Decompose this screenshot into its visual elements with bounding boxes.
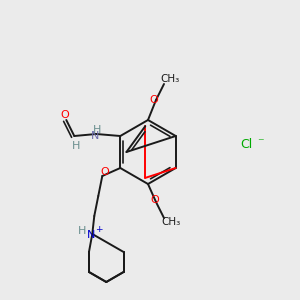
Text: O: O [60, 110, 69, 120]
Text: H: H [72, 141, 80, 151]
Text: O: O [100, 167, 109, 177]
Text: O: O [151, 195, 159, 205]
Text: N: N [87, 230, 95, 240]
Text: N: N [91, 131, 100, 141]
Text: CH₃: CH₃ [161, 217, 181, 227]
Text: CH₃: CH₃ [160, 74, 180, 84]
Text: Cl: Cl [240, 139, 252, 152]
Text: H: H [78, 226, 86, 236]
Text: H: H [93, 125, 101, 135]
Text: +: + [95, 226, 103, 235]
Text: ⁻: ⁻ [257, 136, 264, 149]
Text: O: O [150, 95, 158, 105]
